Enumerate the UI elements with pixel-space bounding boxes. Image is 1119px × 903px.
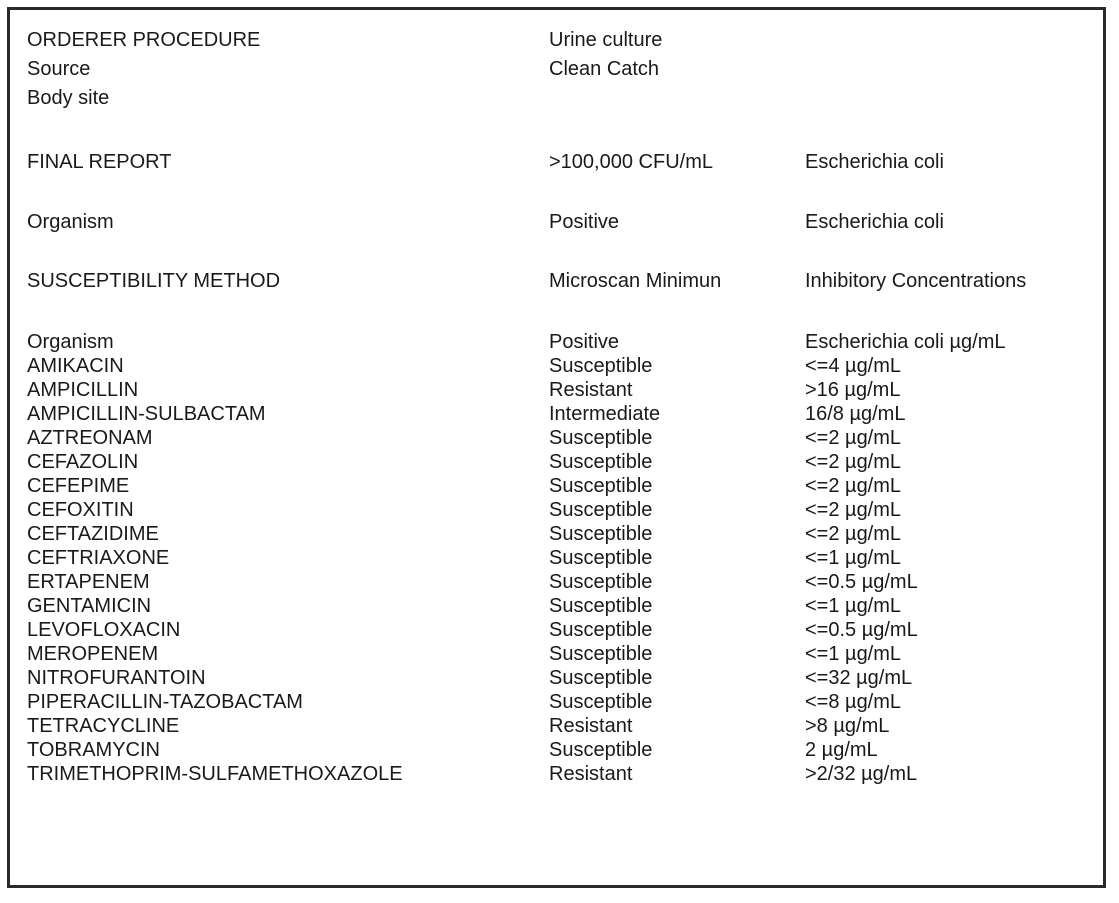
susceptibility-method-row: SUSCEPTIBILITY METHOD Microscan Minimun … [10,269,1103,294]
antibiotic-mic: <=8 µg/mL [805,691,902,713]
antibiotic-mic: 16/8 µg/mL [805,403,906,425]
antibiotic-result: Susceptible [549,475,653,497]
antibiotic-row: TRIMETHOPRIM-SULFAMETHOXAZOLE Resistant … [10,762,1103,787]
antibiotic-row: ERTAPENEM Susceptible <=0.5 µg/mL [10,570,1103,595]
antibiotic-mic: <=32 µg/mL [805,667,913,689]
antibiotic-row: CEFEPIME Susceptible <=2 µg/mL [10,474,1103,499]
antibiotic-name: AZTREONAM [27,427,153,449]
antibiotic-mic: >2/32 µg/mL [805,763,918,785]
organism-result: Positive [549,211,620,233]
antibiotic-row: PIPERACILLIN-TAZOBACTAM Susceptible <=8 … [10,690,1103,715]
antibiotic-result: Susceptible [549,619,653,641]
antibiotic-name: MEROPENEM [27,643,159,665]
antibiotic-result: Susceptible [549,451,653,473]
susceptibility-method-value: Microscan Minimun [549,270,722,292]
orderer-procedure-label: ORDERER PROCEDURE [27,29,261,51]
antibiotic-row: AZTREONAM Susceptible <=2 µg/mL [10,426,1103,451]
antibiotic-name: CEFTAZIDIME [27,523,159,545]
antibiotic-result: Resistant [549,379,633,401]
antibiotic-mic: <=1 µg/mL [805,595,902,617]
antibiotic-row: GENTAMICIN Susceptible <=1 µg/mL [10,594,1103,619]
antibiotic-result: Susceptible [549,355,653,377]
susceptibility-method-label: SUSCEPTIBILITY METHOD [27,270,281,292]
antibiotic-name: ERTAPENEM [27,571,150,593]
antibiotic-name: TETRACYCLINE [27,715,180,737]
body-site-label: Body site [27,87,110,109]
antibiotic-result: Resistant [549,763,633,785]
antibiotic-mic: <=2 µg/mL [805,475,902,497]
table-header-organism: Escherichia coli µg/mL [805,331,1006,353]
antibiotic-mic: <=2 µg/mL [805,523,902,545]
antibiotic-result: Susceptible [549,547,653,569]
antibiotic-name: CEFOXITIN [27,499,134,521]
final-report-organism: Escherichia coli [805,151,944,173]
antibiotic-row: MEROPENEM Susceptible <=1 µg/mL [10,642,1103,667]
antibiotic-name: AMPICILLIN-SULBACTAM [27,403,266,425]
antibiotic-row: NITROFURANTOIN Susceptible <=32 µg/mL [10,666,1103,691]
source-label: Source [27,58,91,80]
source-value: Clean Catch [549,58,660,80]
final-report-count: >100,000 CFU/mL [549,151,713,173]
antibiotic-result: Susceptible [549,571,653,593]
lab-report: ORDERER PROCEDURE Urine culture Source C… [7,7,1106,888]
antibiotic-result: Resistant [549,715,633,737]
antibiotic-name: TRIMETHOPRIM-SULFAMETHOXAZOLE [27,763,403,785]
antibiotic-name: AMIKACIN [27,355,124,377]
antibiotic-mic: >16 µg/mL [805,379,901,401]
antibiotic-mic: >8 µg/mL [805,715,890,737]
antibiotic-name: CEFTRIAXONE [27,547,170,569]
antibiotic-name: TOBRAMYCIN [27,739,160,761]
antibiotic-row: CEFAZOLIN Susceptible <=2 µg/mL [10,450,1103,475]
antibiotic-name: CEFEPIME [27,475,130,497]
table-header-result: Positive [549,331,620,353]
antibiotic-result: Intermediate [549,403,661,425]
organism-label: Organism [27,211,114,233]
antibiotic-row: AMPICILLIN Resistant >16 µg/mL [10,378,1103,403]
antibiotic-row: TETRACYCLINE Resistant >8 µg/mL [10,714,1103,739]
antibiotic-result: Susceptible [549,427,653,449]
antibiotic-mic: <=1 µg/mL [805,643,902,665]
antibiotic-result: Susceptible [549,643,653,665]
antibiotic-row: AMPICILLIN-SULBACTAM Intermediate 16/8 µ… [10,402,1103,427]
antibiotic-mic: <=2 µg/mL [805,427,902,449]
organism-name: Escherichia coli [805,211,944,233]
antibiotic-name: PIPERACILLIN-TAZOBACTAM [27,691,303,713]
body-site-row: Body site [10,86,1103,111]
susceptibility-method-detail: Inhibitory Concentrations [805,270,1027,292]
antibiotic-result: Susceptible [549,667,653,689]
antibiotic-name: NITROFURANTOIN [27,667,206,689]
antibiotic-result: Susceptible [549,691,653,713]
antibiotic-result: Susceptible [549,499,653,521]
antibiotic-name: GENTAMICIN [27,595,152,617]
antibiotic-row: AMIKACIN Susceptible <=4 µg/mL [10,354,1103,379]
antibiotic-result: Susceptible [549,595,653,617]
antibiotic-row: CEFTAZIDIME Susceptible <=2 µg/mL [10,522,1103,547]
antibiotic-mic: <=2 µg/mL [805,499,902,521]
antibiotic-mic: <=0.5 µg/mL [805,571,918,593]
table-header-label: Organism [27,331,114,353]
antibiotic-row: LEVOFLOXACIN Susceptible <=0.5 µg/mL [10,618,1103,643]
source-row: Source Clean Catch [10,57,1103,82]
antibiotic-row: CEFOXITIN Susceptible <=2 µg/mL [10,498,1103,523]
organism-row: Organism Positive Escherichia coli [10,210,1103,235]
antibiotic-mic: 2 µg/mL [805,739,878,761]
antibiotic-row: TOBRAMYCIN Susceptible 2 µg/mL [10,738,1103,763]
table-header-row: Organism Positive Escherichia coli µg/mL [10,330,1103,355]
antibiotic-result: Susceptible [549,739,653,761]
final-report-label: FINAL REPORT [27,151,172,173]
antibiotic-name: CEFAZOLIN [27,451,139,473]
antibiotic-name: AMPICILLIN [27,379,139,401]
antibiotic-row: CEFTRIAXONE Susceptible <=1 µg/mL [10,546,1103,571]
antibiotic-mic: <=2 µg/mL [805,451,902,473]
antibiotic-result: Susceptible [549,523,653,545]
final-report-row: FINAL REPORT >100,000 CFU/mL Escherichia… [10,150,1103,175]
antibiotic-mic: <=1 µg/mL [805,547,902,569]
orderer-procedure-value: Urine culture [549,29,663,51]
antibiotic-mic: <=4 µg/mL [805,355,902,377]
antibiotic-mic: <=0.5 µg/mL [805,619,918,641]
orderer-procedure-row: ORDERER PROCEDURE Urine culture [10,28,1103,53]
antibiotic-name: LEVOFLOXACIN [27,619,181,641]
